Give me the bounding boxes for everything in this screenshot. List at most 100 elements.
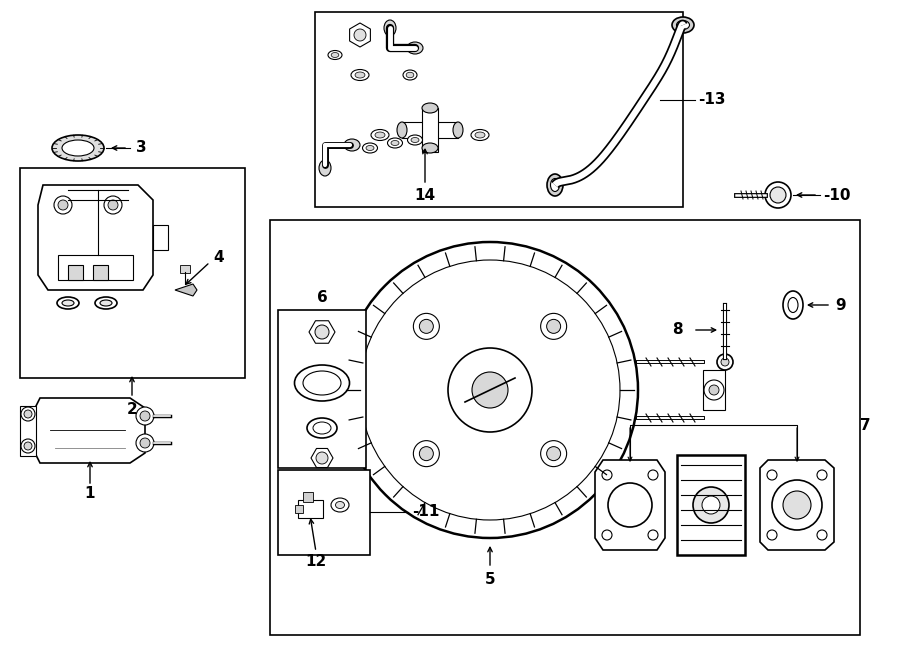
- Circle shape: [541, 313, 567, 339]
- Circle shape: [472, 372, 508, 408]
- Text: 8: 8: [672, 323, 683, 338]
- Ellipse shape: [551, 178, 560, 192]
- Circle shape: [58, 200, 68, 210]
- Circle shape: [817, 470, 827, 480]
- Ellipse shape: [408, 135, 422, 145]
- Ellipse shape: [363, 143, 377, 153]
- Circle shape: [54, 196, 72, 214]
- Polygon shape: [35, 398, 145, 463]
- Ellipse shape: [331, 52, 338, 58]
- Circle shape: [772, 480, 822, 530]
- Circle shape: [717, 354, 733, 370]
- Text: 12: 12: [305, 555, 327, 570]
- Circle shape: [704, 380, 724, 400]
- Circle shape: [546, 319, 561, 333]
- Circle shape: [448, 348, 532, 432]
- Ellipse shape: [422, 103, 438, 113]
- Ellipse shape: [303, 371, 341, 395]
- Circle shape: [770, 187, 786, 203]
- Bar: [298, 500, 323, 518]
- Circle shape: [709, 385, 719, 395]
- Bar: [153, 225, 168, 250]
- Bar: [315, 12, 683, 207]
- Circle shape: [546, 447, 561, 461]
- Bar: [295, 505, 303, 513]
- Ellipse shape: [62, 300, 74, 306]
- Ellipse shape: [384, 20, 396, 36]
- Circle shape: [104, 196, 122, 214]
- Circle shape: [765, 182, 791, 208]
- Bar: [278, 310, 366, 468]
- Bar: [278, 470, 370, 555]
- Circle shape: [24, 410, 32, 418]
- Circle shape: [21, 439, 35, 453]
- Circle shape: [413, 313, 439, 339]
- Text: 4: 4: [213, 251, 223, 266]
- Bar: [20, 406, 36, 456]
- Ellipse shape: [388, 138, 402, 148]
- Text: -13: -13: [698, 93, 725, 108]
- Circle shape: [315, 325, 329, 339]
- Bar: [402, 122, 458, 138]
- Circle shape: [342, 242, 638, 538]
- Circle shape: [817, 530, 827, 540]
- Ellipse shape: [391, 141, 399, 145]
- Ellipse shape: [319, 160, 331, 176]
- Circle shape: [767, 470, 777, 480]
- Ellipse shape: [471, 130, 489, 141]
- Circle shape: [316, 452, 328, 464]
- Circle shape: [354, 29, 366, 41]
- Bar: [20, 168, 245, 378]
- Circle shape: [140, 438, 150, 448]
- Circle shape: [108, 200, 118, 210]
- Bar: [303, 492, 313, 502]
- Circle shape: [648, 530, 658, 540]
- Ellipse shape: [62, 140, 94, 156]
- Ellipse shape: [411, 137, 419, 143]
- Ellipse shape: [351, 69, 369, 81]
- Text: 6: 6: [317, 290, 328, 305]
- Circle shape: [702, 496, 720, 514]
- Ellipse shape: [397, 122, 407, 138]
- Ellipse shape: [52, 135, 104, 161]
- Circle shape: [602, 530, 612, 540]
- Text: 7: 7: [860, 418, 870, 432]
- Bar: [68, 265, 83, 280]
- Ellipse shape: [547, 174, 563, 196]
- Circle shape: [419, 319, 434, 333]
- Ellipse shape: [95, 297, 117, 309]
- Circle shape: [721, 358, 729, 366]
- Ellipse shape: [403, 70, 417, 80]
- Ellipse shape: [672, 17, 694, 33]
- Circle shape: [136, 434, 154, 452]
- Bar: [58, 255, 133, 280]
- Polygon shape: [677, 455, 745, 555]
- Ellipse shape: [57, 297, 79, 309]
- Circle shape: [767, 530, 777, 540]
- Circle shape: [693, 487, 729, 523]
- Bar: [422, 108, 438, 152]
- Ellipse shape: [375, 132, 385, 138]
- Bar: [703, 370, 725, 410]
- Ellipse shape: [788, 297, 798, 313]
- Ellipse shape: [371, 130, 389, 141]
- Ellipse shape: [453, 122, 463, 138]
- Circle shape: [419, 447, 434, 461]
- Ellipse shape: [406, 72, 414, 78]
- Circle shape: [541, 441, 567, 467]
- Ellipse shape: [783, 291, 803, 319]
- Ellipse shape: [475, 132, 485, 138]
- Text: -11: -11: [412, 504, 439, 520]
- Text: 9: 9: [835, 297, 846, 313]
- Bar: [270, 220, 860, 635]
- Text: 14: 14: [414, 188, 436, 202]
- Ellipse shape: [677, 20, 689, 30]
- Ellipse shape: [336, 502, 345, 508]
- Circle shape: [648, 470, 658, 480]
- Circle shape: [602, 470, 612, 480]
- Text: 2: 2: [127, 403, 138, 418]
- Ellipse shape: [366, 145, 374, 151]
- Circle shape: [413, 441, 439, 467]
- Circle shape: [24, 442, 32, 450]
- Ellipse shape: [100, 300, 112, 306]
